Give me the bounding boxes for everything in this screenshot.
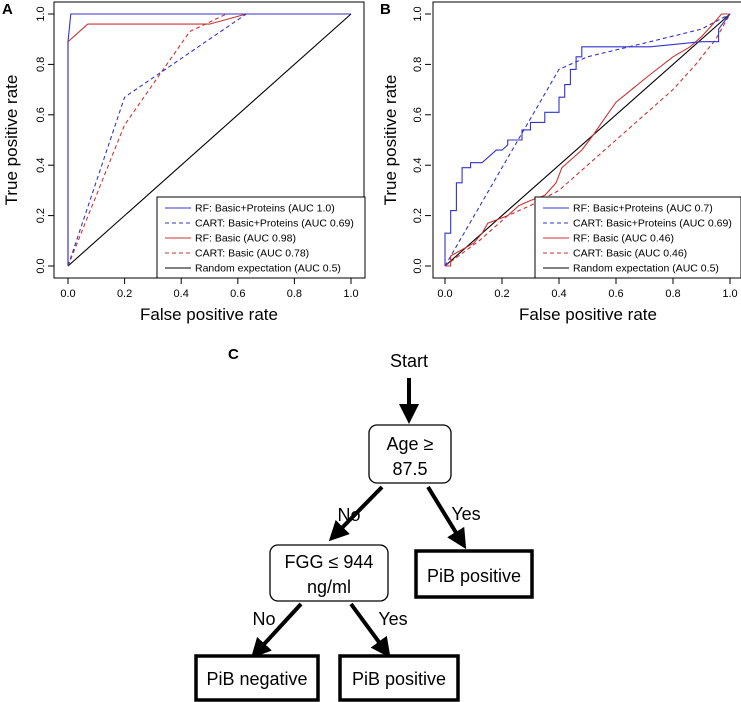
legend-label-b-2: RF: Basic (AUC 0.46) <box>573 233 674 245</box>
x-tick-label-a: 0.8 <box>287 288 302 300</box>
series-line-a-0 <box>67 13 351 266</box>
series-line-b-3 <box>444 13 731 267</box>
y-tick-label-b: 0.0 <box>412 258 424 273</box>
legend-a: RF: Basic+Proteins (AUC 1.0) CART: Basic+… <box>156 196 366 279</box>
series-line-b-4 <box>444 13 731 267</box>
x-tick-label-b: 1.0 <box>722 288 737 300</box>
panel-letter-c: C <box>228 346 239 363</box>
x-tick-label-a: 1.0 <box>343 288 358 300</box>
roc-chart-a: A 0.0 0.2 0.4 0.6 0.8 1.0 0.0 0.2 0.4 0.6 0.8 1.0 F… <box>2 1 366 324</box>
edge-label-yes-1: Yes <box>451 504 480 524</box>
age-node-line1: Age ≥ <box>387 434 434 454</box>
roc-chart-b: B 0.0 0.2 0.4 0.6 0.8 1.0 0.0 0.2 0.4 0.6 0.8 1.0 F… <box>380 1 741 324</box>
fgg-node-line1: FGG ≤ 944 <box>285 552 374 572</box>
panel-letter-a: A <box>2 1 13 18</box>
x-axis-title-a: False positive rate <box>140 305 278 324</box>
series-line-b-0 <box>444 13 731 266</box>
legend-label-b-3: CART: Basic (AUC 0.46) <box>573 248 687 260</box>
arrow-fgg-no <box>250 602 303 659</box>
y-axis-title-b: True positive rate <box>381 75 400 206</box>
decision-tree: C Start Age ≥ 87.5 No Yes FGG ≤ 944 ng/m… <box>194 346 534 702</box>
series-line-a-4 <box>67 13 352 267</box>
y-tick-label-b: 0.6 <box>412 107 424 122</box>
x-tick-label-a: 0.0 <box>60 288 75 300</box>
x-tick-label-b: 0.8 <box>665 288 680 300</box>
x-tick-label-b: 0.4 <box>551 288 566 300</box>
leaf-pib-positive-bottom <box>338 654 460 702</box>
age-node <box>368 424 452 484</box>
series-line-b-2 <box>445 13 730 267</box>
y-tick-label-a: 0.4 <box>35 158 47 173</box>
fgg-node-line2: ng/ml <box>307 577 351 597</box>
arrow-fgg-yes <box>349 602 391 658</box>
legend-label-a-0: RF: Basic+Proteins (AUC 1.0) <box>195 203 335 215</box>
y-tick-label-a: 0.0 <box>35 258 47 273</box>
fgg-node <box>269 544 389 602</box>
y-tick-label-a: 0.8 <box>35 57 47 72</box>
arrow-age-no <box>328 485 384 542</box>
edge-label-no-1: No <box>337 505 360 525</box>
edge-label-no-2: No <box>252 609 275 629</box>
leaf-pib-positive-right <box>414 549 534 599</box>
legend-label-b-4: Random expectation (AUC 0.5) <box>573 263 719 275</box>
series-line-a-3 <box>67 13 351 267</box>
x-tick-label-b: 0.6 <box>608 288 623 300</box>
legend-label-a-2: RF: Basic (AUC 0.98) <box>195 233 296 245</box>
y-tick-label-b: 0.2 <box>412 208 424 223</box>
y-tick-label-a: 0.6 <box>35 107 47 122</box>
y-tick-label-b: 0.4 <box>412 158 424 173</box>
leaf-pib-negative-label: PiB negative <box>206 669 307 689</box>
series-line-b-1 <box>444 13 731 267</box>
x-axis-title-b: False positive rate <box>519 305 657 324</box>
age-node-line2: 87.5 <box>392 459 427 479</box>
x-tick-label-a: 0.2 <box>117 288 132 300</box>
y-tick-label-a: 0.2 <box>35 208 47 223</box>
y-axis-title-a: True positive rate <box>2 75 21 206</box>
legend-label-b-0: RF: Basic+Proteins (AUC 0.7) <box>573 203 713 215</box>
x-tick-label-a: 0.6 <box>230 288 245 300</box>
edge-label-yes-2: Yes <box>378 609 407 629</box>
arrow-age-yes <box>426 485 467 550</box>
legend-label-a-1: CART: Basic+Proteins (AUC 0.69) <box>195 218 354 230</box>
legend-b: RF: Basic+Proteins (AUC 0.7) CART: Basic+… <box>534 196 741 279</box>
start-label: Start <box>390 351 428 371</box>
x-tick-label-b: 0.2 <box>494 288 509 300</box>
y-tick-label-b: 1.0 <box>412 6 424 21</box>
y-tick-label-a: 1.0 <box>35 6 47 21</box>
x-tick-label-b: 0.0 <box>437 288 452 300</box>
legend-label-a-3: CART: Basic (AUC 0.78) <box>195 248 309 260</box>
leaf-pib-negative <box>194 654 320 702</box>
legend-label-a-4: Random expectation (AUC 0.5) <box>195 263 341 275</box>
leaf-pib-positive-right-label: PiB positive <box>427 566 521 586</box>
legend-box-b <box>534 196 741 279</box>
legend-label-b-1: CART: Basic+Proteins (AUC 0.69) <box>573 218 732 230</box>
panel-letter-b: B <box>380 1 391 18</box>
y-tick-label-b: 0.8 <box>412 57 424 72</box>
leaf-pib-positive-bottom-label: PiB positive <box>352 669 446 689</box>
x-tick-label-a: 0.4 <box>174 288 189 300</box>
legend-box-a <box>156 196 366 279</box>
